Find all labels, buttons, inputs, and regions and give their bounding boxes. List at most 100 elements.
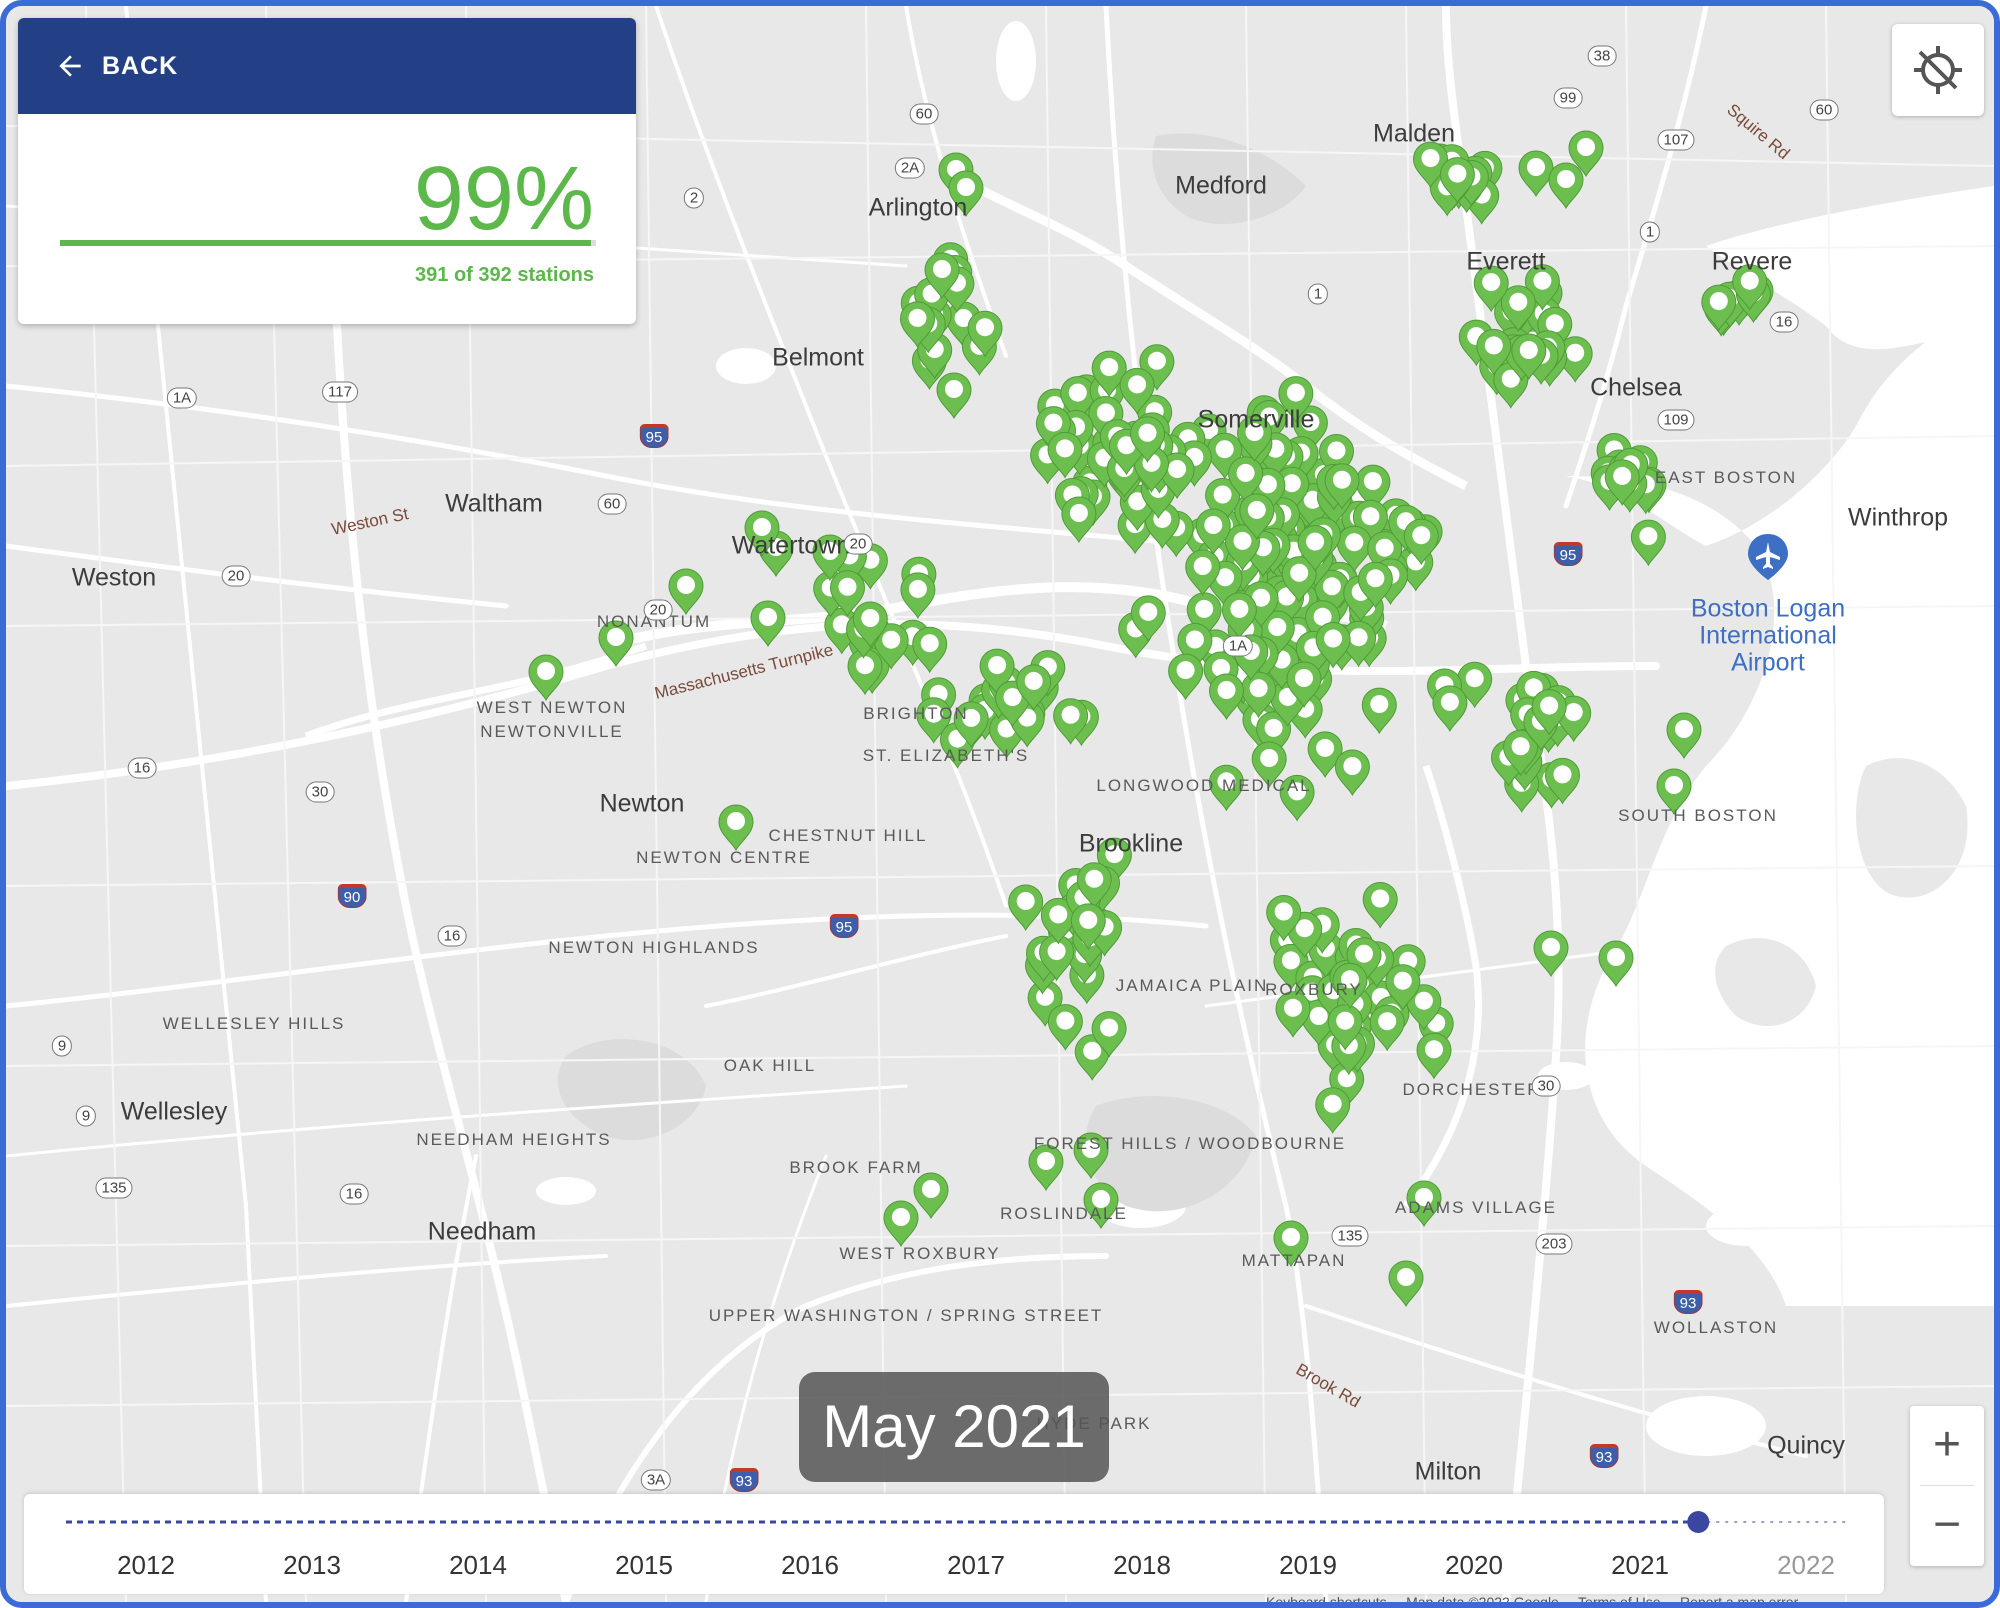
station-marker[interactable] — [1279, 774, 1315, 822]
station-marker[interactable] — [1531, 689, 1567, 736]
timeline-year-2017[interactable]: 2017 — [947, 1550, 1005, 1580]
station-marker[interactable] — [883, 1200, 919, 1248]
timeline-year-2022[interactable]: 2022 — [1777, 1550, 1835, 1580]
station-marker[interactable] — [1241, 671, 1277, 719]
station-marker[interactable] — [1533, 930, 1569, 978]
station-marker[interactable] — [598, 620, 634, 668]
timeline-thumb[interactable] — [1687, 1511, 1710, 1533]
station-marker[interactable] — [1297, 525, 1333, 572]
timeline-year-2020[interactable]: 2020 — [1445, 1550, 1503, 1580]
station-marker[interactable] — [1511, 333, 1547, 381]
station-marker[interactable] — [1518, 150, 1554, 198]
station-marker[interactable] — [1403, 518, 1439, 566]
station-marker[interactable] — [1060, 376, 1096, 423]
station-marker[interactable] — [852, 601, 888, 649]
station-marker[interactable] — [1406, 984, 1442, 1031]
station-marker[interactable] — [1630, 519, 1666, 567]
timeline-year-2012[interactable]: 2012 — [117, 1550, 175, 1580]
station-marker[interactable] — [1334, 749, 1370, 797]
station-marker[interactable] — [1083, 1182, 1119, 1230]
station-marker[interactable] — [1091, 1011, 1127, 1058]
station-marker[interactable] — [1412, 141, 1449, 189]
station-marker[interactable] — [899, 301, 936, 349]
station-marker[interactable] — [1324, 463, 1360, 510]
station-marker[interactable] — [1008, 884, 1044, 932]
station-marker[interactable] — [1028, 1144, 1064, 1192]
report-error-link[interactable]: Report a map error — [1679, 1594, 1799, 1608]
timeline-year-2019[interactable]: 2019 — [1279, 1550, 1337, 1580]
station-marker[interactable] — [1091, 350, 1127, 398]
station-marker[interactable] — [744, 510, 780, 558]
station-marker[interactable] — [718, 804, 754, 852]
station-marker[interactable] — [1228, 456, 1264, 504]
station-marker[interactable] — [812, 534, 848, 582]
station-marker[interactable] — [1273, 1220, 1309, 1268]
station-marker[interactable] — [1701, 284, 1737, 332]
station-marker[interactable] — [1061, 496, 1097, 544]
station-marker[interactable] — [1236, 415, 1273, 463]
station-marker[interactable] — [1361, 687, 1397, 735]
station-marker[interactable] — [913, 1172, 949, 1220]
timeline-year-2021[interactable]: 2021 — [1611, 1550, 1669, 1580]
station-marker[interactable] — [1224, 524, 1261, 572]
station-marker[interactable] — [1208, 673, 1245, 721]
station-markers[interactable] — [528, 130, 1774, 1308]
station-marker[interactable] — [953, 701, 989, 749]
station-marker[interactable] — [936, 372, 972, 420]
timeline-year-2018[interactable]: 2018 — [1113, 1550, 1171, 1580]
terms-link[interactable]: Terms of Use — [1578, 1594, 1661, 1608]
station-marker[interactable] — [1406, 1180, 1442, 1228]
keyboard-shortcuts-link[interactable]: Keyboard shortcuts — [1266, 1594, 1387, 1608]
station-marker[interactable] — [1476, 328, 1512, 376]
timeline-year-2013[interactable]: 2013 — [283, 1550, 341, 1580]
station-marker[interactable] — [1357, 561, 1393, 609]
station-marker[interactable] — [1168, 653, 1204, 701]
station-marker[interactable] — [1362, 881, 1398, 929]
station-marker[interactable] — [1221, 592, 1257, 640]
back-button[interactable]: BACK — [18, 18, 636, 114]
station-marker[interactable] — [1239, 493, 1275, 541]
station-marker[interactable] — [829, 570, 866, 617]
station-marker[interactable] — [900, 572, 936, 620]
station-marker[interactable] — [1548, 162, 1584, 210]
station-marker[interactable] — [1416, 1032, 1452, 1080]
station-marker[interactable] — [1500, 285, 1536, 332]
station-marker[interactable] — [1355, 464, 1391, 512]
station-marker[interactable] — [873, 623, 909, 670]
zoom-in-button[interactable]: + — [1910, 1406, 1984, 1484]
timeline-year-2015[interactable]: 2015 — [615, 1550, 673, 1580]
station-marker[interactable] — [1047, 431, 1083, 479]
station-marker[interactable] — [1286, 661, 1322, 709]
station-marker[interactable] — [1129, 416, 1166, 463]
station-marker[interactable] — [1598, 940, 1634, 988]
station-marker[interactable] — [1016, 664, 1052, 712]
station-marker[interactable] — [1732, 264, 1768, 311]
station-marker[interactable] — [1266, 894, 1302, 942]
station-marker[interactable] — [1073, 1132, 1109, 1180]
station-marker[interactable] — [1388, 1260, 1424, 1308]
timeline-slider[interactable]: 2012 2013 2014 2015 2016 2017 2018 2019 2020 2021… — [24, 1494, 1884, 1594]
station-marker[interactable] — [1195, 508, 1231, 556]
station-marker[interactable] — [967, 310, 1003, 358]
station-marker[interactable] — [1604, 459, 1640, 507]
station-marker[interactable] — [1439, 157, 1475, 204]
station-marker[interactable] — [1278, 376, 1314, 423]
station-marker[interactable] — [1281, 556, 1317, 603]
station-marker[interactable] — [1315, 621, 1351, 669]
station-marker[interactable] — [948, 170, 984, 218]
map-canvas[interactable] — [6, 6, 1994, 1602]
station-marker[interactable] — [912, 626, 948, 674]
station-marker[interactable] — [1251, 741, 1287, 789]
station-marker[interactable] — [1432, 685, 1468, 733]
station-marker[interactable] — [1656, 768, 1692, 816]
station-marker[interactable] — [1473, 265, 1509, 313]
locate-button[interactable] — [1892, 24, 1984, 116]
station-marker[interactable] — [1557, 336, 1593, 383]
station-marker[interactable] — [1568, 130, 1604, 178]
station-marker[interactable] — [1130, 595, 1166, 643]
station-marker[interactable] — [750, 600, 786, 648]
station-marker[interactable] — [1275, 991, 1311, 1038]
station-marker[interactable] — [1666, 712, 1702, 760]
station-marker[interactable] — [1315, 1087, 1351, 1134]
station-marker[interactable] — [1369, 1004, 1405, 1052]
